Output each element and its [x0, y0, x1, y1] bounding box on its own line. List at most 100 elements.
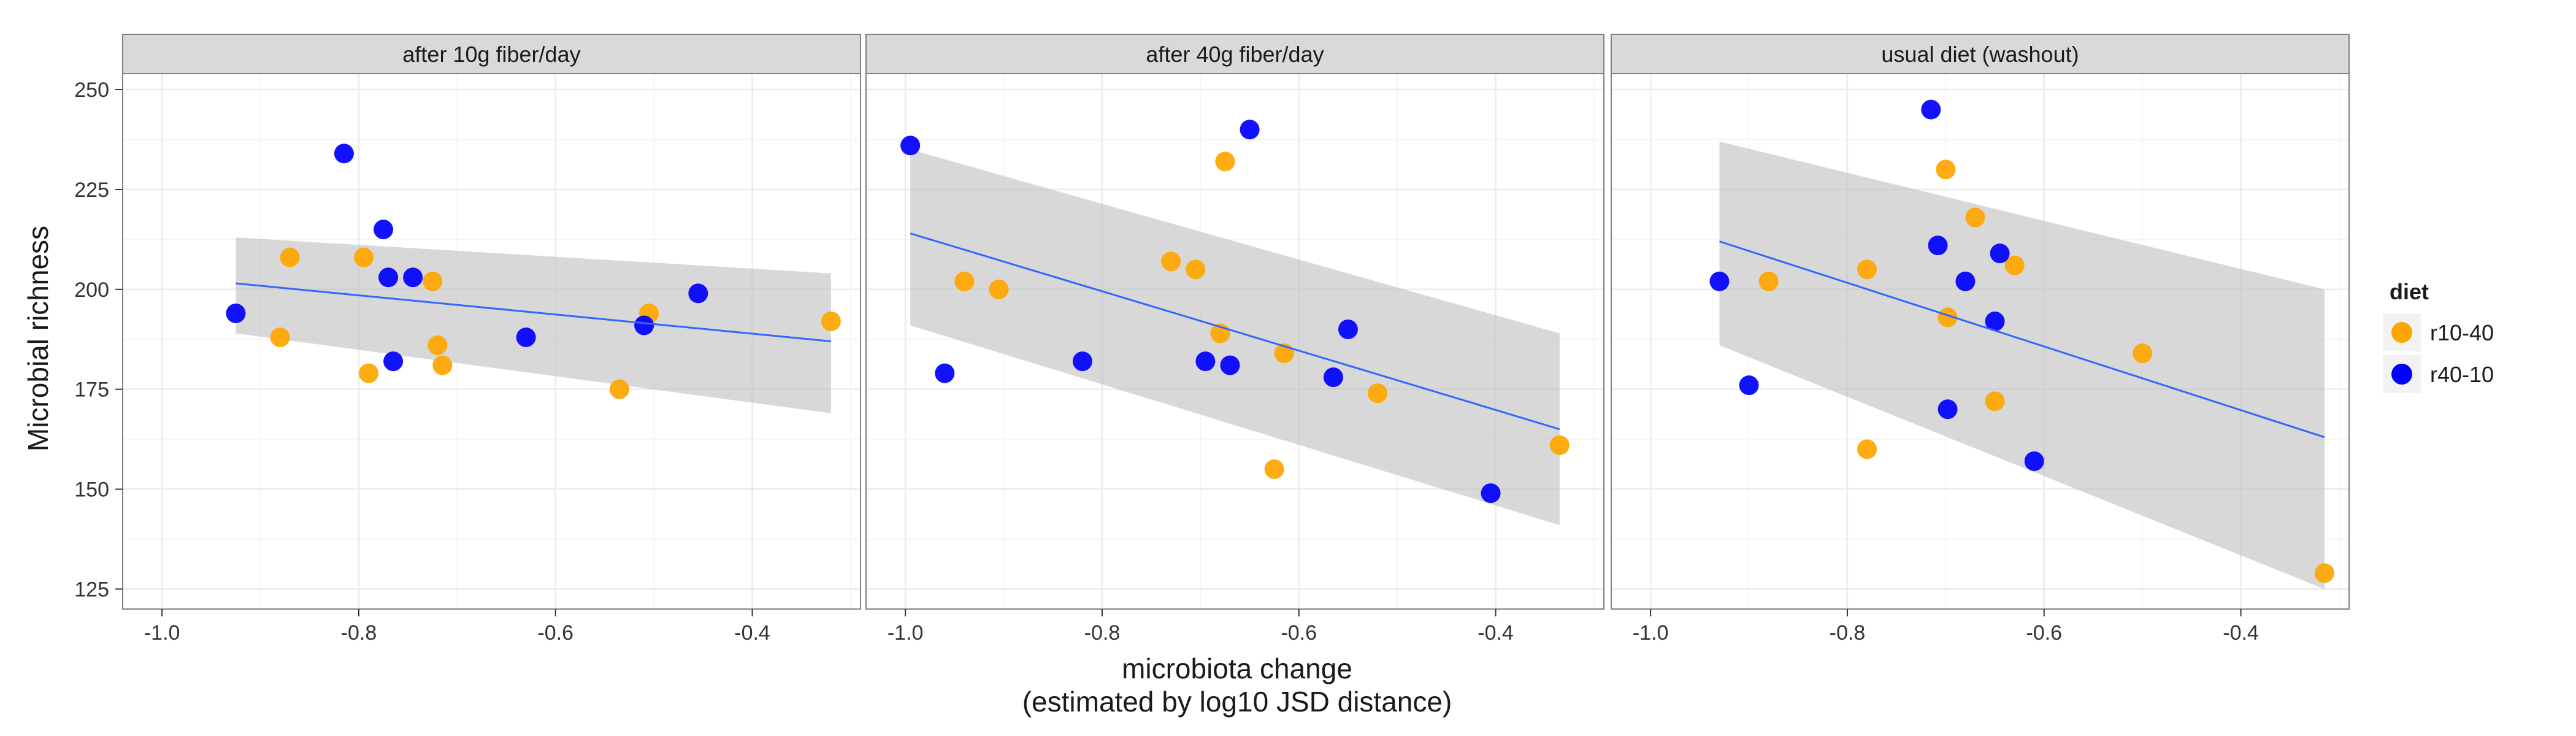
data-point-r10-40	[1161, 251, 1181, 272]
x-tick-label: -0.6	[537, 621, 573, 645]
legend-label-r10-40: r10-40	[2430, 320, 2494, 345]
data-point-r40-10	[1240, 120, 1260, 140]
facet-panel: usual diet (washout) -1.0 -0.8 -0.6 -0.4	[1611, 34, 2350, 645]
x-tick-label: -0.8	[341, 621, 377, 645]
data-point-r10-40	[2133, 343, 2153, 364]
data-point-r40-10	[1990, 243, 2010, 264]
data-point-r10-40	[1985, 391, 2005, 412]
data-point-r10-40	[1264, 459, 1284, 479]
x-tick-label: -1.0	[144, 621, 180, 645]
data-point-r10-40	[270, 327, 290, 347]
regression-line	[910, 232, 1560, 431]
data-point-r10-40	[1965, 207, 1985, 228]
data-point-r40-10	[1955, 271, 1976, 291]
data-point-r10-40	[989, 279, 1009, 299]
data-point-r40-10	[378, 267, 399, 288]
facet-strip-label: usual diet (washout)	[1881, 42, 2079, 67]
panel-border	[865, 73, 1604, 610]
data-point-r40-10	[1985, 311, 2005, 331]
y-tick-label: 175	[74, 378, 109, 402]
data-point-r40-10	[935, 363, 955, 383]
confidence-ribbon	[1719, 141, 2325, 589]
data-point-r40-10	[1481, 483, 1501, 504]
data-point-r40-10	[1928, 236, 1948, 256]
data-point-r40-10	[1921, 99, 1941, 120]
data-point-r40-10	[1938, 399, 1958, 420]
x-axis-title-line2: (estimated by log10 JSD distance)	[1022, 686, 1452, 718]
data-point-r10-40	[353, 247, 374, 267]
x-tick-label: -0.4	[1478, 621, 1514, 645]
data-point-r10-40	[2004, 255, 2025, 275]
data-point-r10-40	[359, 363, 378, 383]
x-tick-label: -1.0	[1633, 621, 1669, 645]
x-axis-title-line1: microbiota change	[1122, 653, 1352, 684]
facet-strip-label: after 10g fiber/day	[402, 42, 580, 67]
data-point-r10-40	[1549, 435, 1570, 455]
y-tick-label: 225	[74, 178, 109, 202]
data-point-r10-40	[1936, 159, 1956, 180]
data-point-r40-10	[226, 303, 246, 323]
regression-line	[1719, 240, 2325, 439]
data-point-r40-10	[383, 351, 404, 372]
data-point-r40-10	[403, 267, 423, 288]
data-point-r40-10	[688, 283, 708, 304]
x-tick-label: -0.4	[734, 621, 770, 645]
panel-border	[122, 73, 861, 610]
panels-layer: after 10g fiber/day -1.0 -0.8 -0.6 -0.4 125 15…	[74, 34, 2350, 645]
y-tick-label: 250	[74, 79, 109, 102]
data-point-r10-40	[954, 271, 975, 291]
x-tick-label: -0.4	[2223, 621, 2259, 645]
panel-border	[1611, 73, 2350, 610]
data-point-r40-10	[1739, 375, 1759, 396]
data-point-r40-10	[1338, 319, 1358, 339]
data-point-r40-10	[1072, 351, 1092, 372]
y-tick-label: 150	[74, 478, 109, 502]
data-point-r10-40	[427, 335, 448, 356]
data-point-r40-10	[1323, 367, 1343, 388]
legend-key-r10-40	[2382, 312, 2422, 353]
legend-title: diet	[2390, 279, 2429, 304]
data-point-r40-10	[334, 144, 354, 164]
facet-panel: after 40g fiber/day -1.0 -0.8 -0.6 -0.4	[865, 34, 1604, 645]
data-point-r10-40	[1857, 259, 1877, 280]
y-tick-label: 200	[74, 278, 109, 302]
confidence-ribbon	[910, 149, 1560, 526]
data-point-r10-40	[432, 355, 453, 375]
legend-symbol-r40-10	[2391, 364, 2412, 385]
data-point-r40-10	[516, 327, 536, 347]
data-point-r40-10	[900, 136, 921, 156]
facet-strip	[1611, 34, 2350, 74]
data-point-r10-40	[1186, 259, 1206, 280]
y-axis-title: Microbial richness	[22, 226, 54, 451]
data-point-r10-40	[821, 311, 841, 331]
data-point-r10-40	[1857, 439, 1877, 459]
regression-line	[236, 282, 832, 342]
data-point-r40-10	[1195, 351, 1216, 372]
legend: diet r10-40 r40-10	[2382, 279, 2494, 394]
facet-strip	[865, 34, 1604, 74]
facet-strip	[122, 34, 861, 74]
x-tick-label: -0.8	[1830, 621, 1866, 645]
data-point-r10-40	[1368, 383, 1388, 404]
x-tick-label: -0.6	[1281, 621, 1317, 645]
legend-label-r40-10: r40-10	[2430, 362, 2494, 387]
x-tick-label: -1.0	[887, 621, 924, 645]
data-point-r40-10	[374, 220, 394, 240]
data-point-r10-40	[610, 379, 630, 399]
facet-strip-label: after 40g fiber/day	[1146, 42, 1324, 67]
y-tick-label: 125	[74, 578, 109, 601]
data-point-r40-10	[1220, 355, 1240, 375]
data-point-r40-10	[2024, 451, 2044, 471]
facet-panel: after 10g fiber/day -1.0 -0.8 -0.6 -0.4 125 15…	[74, 34, 861, 645]
data-point-r40-10	[634, 315, 654, 335]
x-tick-label: -0.8	[1084, 621, 1121, 645]
x-tick-label: -0.6	[2026, 621, 2062, 645]
data-point-r10-40	[1215, 151, 1235, 172]
data-point-r10-40	[1758, 271, 1779, 291]
data-point-r10-40	[280, 247, 300, 267]
data-point-r10-40	[423, 271, 443, 291]
data-point-r10-40	[1938, 307, 1958, 328]
data-point-r40-10	[1709, 271, 1730, 291]
legend-symbol-r10-40	[2391, 322, 2412, 343]
